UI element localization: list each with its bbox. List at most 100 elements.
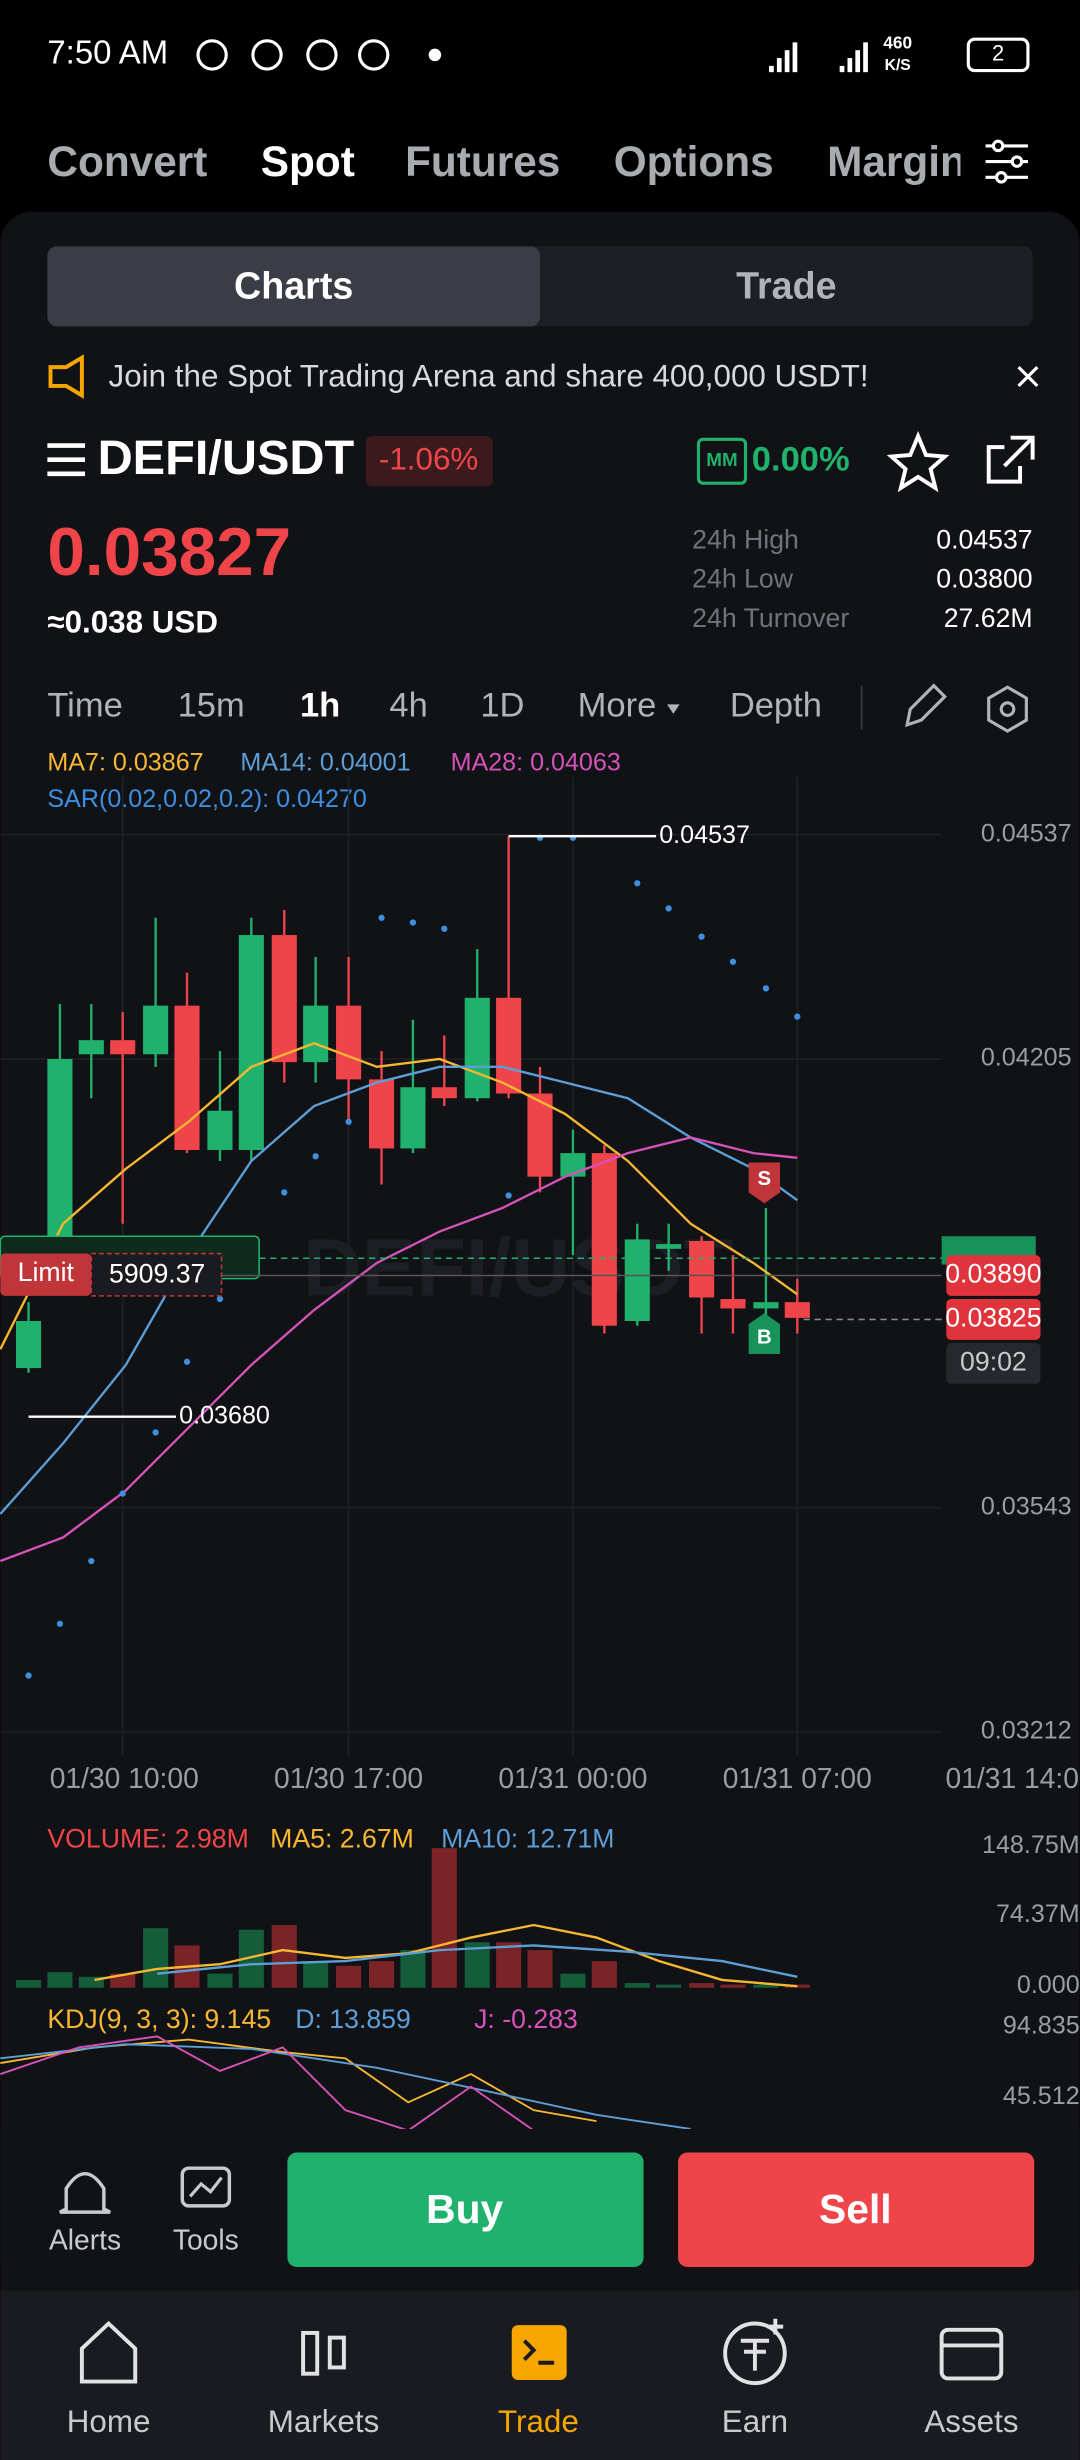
interval-tab[interactable]: 15m xyxy=(178,687,245,725)
candle-body xyxy=(336,1005,362,1080)
sar-dot xyxy=(183,1358,191,1365)
candle-body xyxy=(720,1299,746,1309)
volume-legend: MA10: 12.71M xyxy=(441,1823,614,1853)
kdj-axis-label: 45.512 xyxy=(1003,2082,1080,2110)
nav-label[interactable]: Home xyxy=(67,2404,151,2439)
nav-label[interactable]: Assets xyxy=(924,2404,1018,2439)
close-icon[interactable] xyxy=(1017,366,1039,388)
interval-tab[interactable]: 4h xyxy=(389,687,427,725)
sar-dot xyxy=(762,985,770,992)
volume-bar xyxy=(464,1942,490,1988)
vol-ma5 xyxy=(94,1923,798,1988)
interval-tab[interactable]: Time xyxy=(47,687,122,725)
kdj-d xyxy=(0,2043,691,2130)
toggle-charts[interactable]: Charts xyxy=(234,265,353,307)
interval-tab[interactable]: More xyxy=(578,687,657,725)
filter-knob xyxy=(991,139,1005,153)
ma14-line xyxy=(0,1065,798,1515)
volume-bar xyxy=(431,1848,457,1988)
watermark: DEFI/USDT xyxy=(303,1222,734,1313)
buy-marker-bg xyxy=(748,1313,781,1354)
tools-label[interactable]: Tools xyxy=(173,2223,239,2255)
top-tab[interactable]: Spot xyxy=(261,138,355,185)
volume-axis-label: 74.37M xyxy=(996,1900,1080,1928)
share-icon[interactable] xyxy=(986,435,1035,484)
status-icon xyxy=(196,39,228,71)
tools-icon[interactable] xyxy=(180,2166,232,2208)
sar-dot xyxy=(665,905,672,912)
signal xyxy=(736,38,770,72)
limit-qty: 5909.37 xyxy=(109,1259,205,1289)
volume-bar xyxy=(47,1972,73,1988)
sar-dot xyxy=(409,919,417,926)
volume-bar xyxy=(78,1976,104,1988)
top-tab[interactable]: Margin xyxy=(827,138,966,185)
bell-icon[interactable] xyxy=(59,2171,111,2214)
star-icon[interactable] xyxy=(886,431,950,493)
signal xyxy=(799,38,833,72)
sell-label[interactable]: Sell xyxy=(819,2186,892,2232)
nav-label[interactable]: Trade xyxy=(498,2404,579,2439)
price-tag: 09:02 xyxy=(960,1346,1027,1376)
price-tag: 0.03890 xyxy=(945,1259,1041,1289)
markets-icon xyxy=(301,2330,320,2376)
pencil-icon[interactable] xyxy=(905,683,947,728)
mm-badge xyxy=(696,437,748,485)
buy-label[interactable]: Buy xyxy=(426,2186,503,2232)
signal-bar xyxy=(769,65,774,73)
home-icon xyxy=(79,2320,138,2384)
top-tab[interactable]: Options xyxy=(614,138,774,185)
buy-button[interactable] xyxy=(287,2152,644,2268)
sar-dot xyxy=(152,1429,159,1436)
status-icon xyxy=(306,39,338,71)
nav-label[interactable]: Earn xyxy=(722,2404,788,2439)
time-axis-label: 01/30 17:00 xyxy=(274,1762,423,1794)
signal-bar xyxy=(839,65,845,73)
candle-body xyxy=(143,1005,169,1055)
toggle-trade[interactable]: Trade xyxy=(736,265,836,307)
time-axis-label: 01/31 00:00 xyxy=(498,1762,647,1794)
volume-bar xyxy=(368,1961,395,1988)
banner-text[interactable]: Join the Spot Trading Arena and share 40… xyxy=(109,358,869,393)
earn-icon xyxy=(723,2321,787,2386)
price-axis-label: 0.04537 xyxy=(981,819,1072,847)
signal-bar xyxy=(855,50,861,73)
sar-dot xyxy=(25,1672,32,1679)
filter-knob xyxy=(1010,155,1024,168)
mm-value: 0.00% xyxy=(752,440,850,478)
nav-label[interactable]: Markets xyxy=(268,2404,380,2439)
sar-dot xyxy=(794,1013,801,1020)
price-tag-bg xyxy=(946,1299,1041,1340)
time-axis-label: 01/31 14:00 xyxy=(946,1762,1080,1794)
signal-bar xyxy=(792,42,798,73)
sar-dot xyxy=(56,1620,64,1627)
top-tab[interactable]: Convert xyxy=(47,138,207,185)
toggle-active[interactable] xyxy=(47,246,541,327)
battery-level: 2 xyxy=(992,41,1004,66)
limit-label: Limit xyxy=(18,1257,75,1287)
sar-dot xyxy=(345,1118,352,1125)
time-axis-label: 01/31 07:00 xyxy=(723,1762,872,1794)
sar-dot xyxy=(281,1189,288,1196)
interval-tab[interactable]: Depth xyxy=(730,687,822,725)
filter-knob xyxy=(994,171,1008,184)
price-tag-bg xyxy=(946,1342,1041,1384)
sar-legend: SAR(0.02,0.02,0.2): 0.04270 xyxy=(47,785,366,813)
price-axis-label: 0.04205 xyxy=(981,1044,1072,1072)
volume-legend: MA5: 2.67M xyxy=(270,1823,414,1853)
sell-marker: S xyxy=(758,1168,772,1190)
sar-dot xyxy=(505,1192,512,1199)
limit-qty-bg xyxy=(90,1252,223,1297)
limit-badge[interactable] xyxy=(0,1253,92,1296)
settings-icon[interactable] xyxy=(987,685,1028,733)
interval-tab[interactable]: 1D xyxy=(480,687,524,725)
sell-button[interactable] xyxy=(678,2152,1035,2268)
candle-body xyxy=(174,1005,200,1150)
volume-bar xyxy=(720,1984,746,1988)
interval-tab[interactable]: 1h xyxy=(300,687,340,725)
alerts-label[interactable]: Alerts xyxy=(49,2223,121,2255)
kdj-axis-label: 94.835 xyxy=(1003,2012,1080,2040)
price-tag-bg xyxy=(946,1255,1041,1296)
stat-label: 24h Turnover xyxy=(692,603,849,633)
top-tab[interactable]: Futures xyxy=(405,138,560,185)
